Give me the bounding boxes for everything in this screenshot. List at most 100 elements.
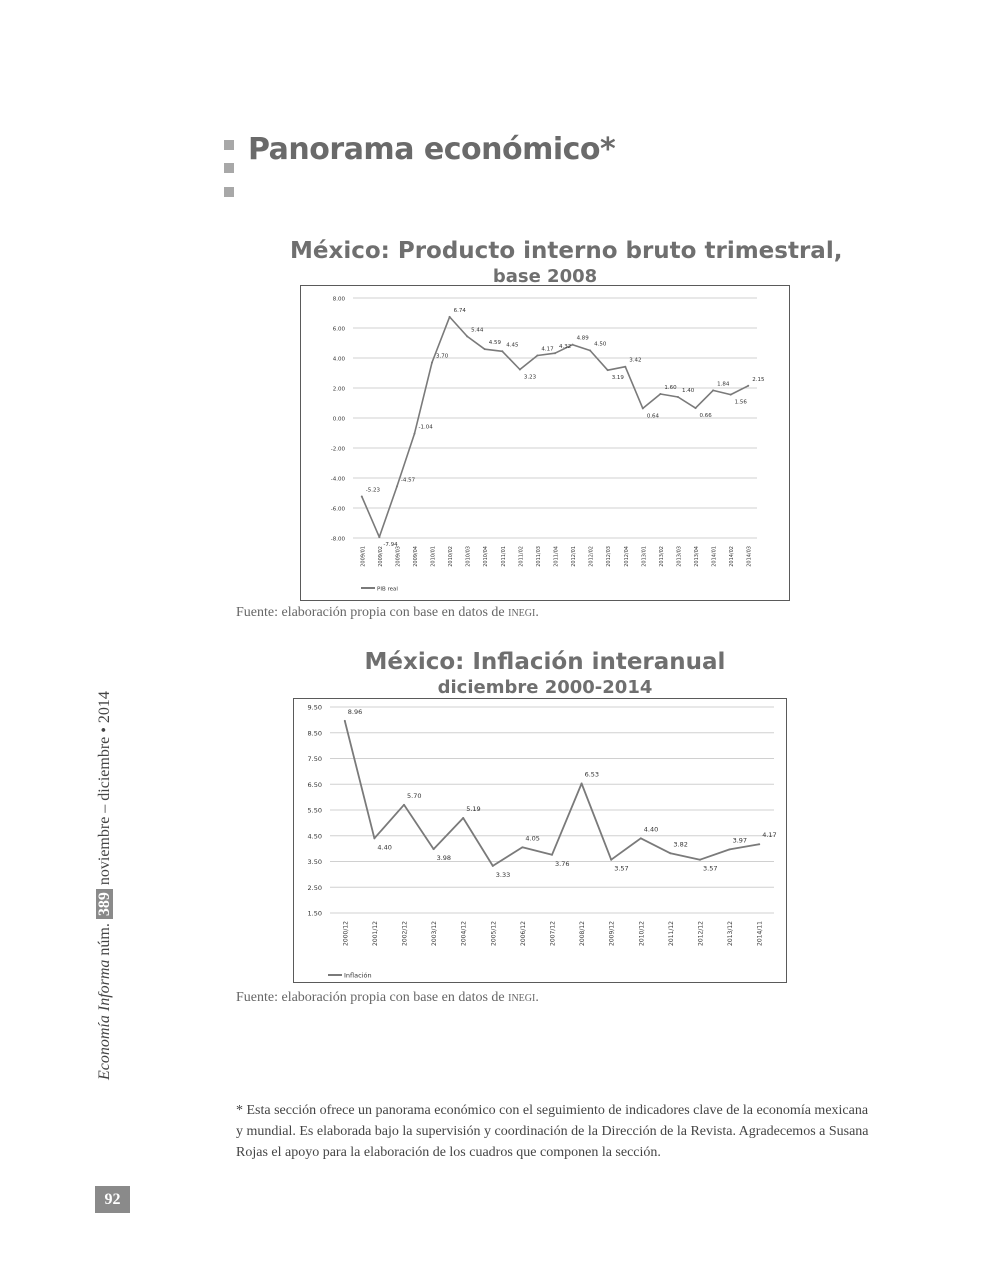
- data-label: 0.66: [700, 413, 713, 419]
- chart-1-frame: 8.00 6.00 4.00 2.00 0.00 -2.00 -4.00 -6.00 -8.00…: [300, 285, 790, 601]
- x-tick-label: 2008/12: [579, 921, 586, 946]
- data-point: [432, 848, 435, 851]
- x-tick-label: 2011/04: [554, 546, 560, 567]
- data-label: 3.82: [673, 840, 687, 848]
- chart-1-source-text: Fuente: elaboración propia con base en d…: [236, 605, 509, 620]
- data-point: [676, 396, 679, 398]
- data-label: 1.60: [664, 385, 677, 391]
- data-point: [462, 816, 465, 819]
- data-point: [360, 495, 363, 498]
- chart-2-source-text: Fuente: elaboración propia con base en d…: [236, 990, 509, 1005]
- x-tick-label: 2011/12: [668, 921, 675, 946]
- issue-prefix: núm.: [96, 923, 113, 956]
- y-tick-label: 5.50: [308, 807, 322, 815]
- data-label: 4.40: [644, 825, 658, 833]
- data-point: [378, 536, 381, 539]
- section-title: Panorama económico*: [248, 132, 616, 167]
- x-tick-label: 2003/12: [431, 921, 438, 946]
- data-label: 3.98: [437, 854, 451, 862]
- y-tick-label: 0.00: [333, 417, 346, 423]
- data-label: 4.05: [525, 834, 539, 842]
- x-tick-label: 2010/12: [638, 921, 645, 946]
- data-label: 4.89: [577, 336, 590, 342]
- x-tick-label: 2000/12: [342, 921, 349, 946]
- y-tick-label: -6.00: [331, 507, 346, 513]
- data-label: 4.32: [559, 344, 571, 350]
- data-point: [536, 354, 539, 357]
- data-label: 6.53: [585, 770, 599, 778]
- data-label: -5.23: [366, 487, 381, 493]
- data-point: [518, 368, 521, 371]
- data-point: [491, 864, 494, 867]
- footnote: * Esta sección ofrece un panorama económ…: [236, 1103, 869, 1160]
- title-square-3: [224, 187, 234, 197]
- data-label: 3.19: [612, 375, 625, 381]
- y-tick-label: 8.00: [333, 297, 346, 303]
- x-tick-label: 2014/02: [729, 546, 735, 567]
- data-point: [431, 361, 434, 364]
- chart-1-source: Fuente: elaboración propia con base en d…: [236, 605, 539, 621]
- x-tick-label: 2002/12: [402, 921, 409, 946]
- x-tick-label: 2005/12: [490, 921, 497, 946]
- data-label: 4.17: [541, 346, 554, 352]
- data-label: -4.57: [401, 478, 416, 484]
- x-tick-label: 2012/04: [624, 546, 630, 567]
- data-point: [610, 858, 613, 861]
- data-point: [571, 343, 574, 346]
- data-label: 4.45: [506, 342, 519, 348]
- data-point: [395, 485, 398, 488]
- chart-1-source-suffix: .: [535, 605, 539, 620]
- y-tick-label: -4.00: [331, 477, 346, 483]
- journal-sidebar: Economía Informa núm. 389 noviembre – di…: [96, 691, 114, 1080]
- x-tick-label: 2012/01: [571, 546, 577, 567]
- data-label: 5.44: [471, 327, 484, 333]
- data-point: [483, 348, 486, 351]
- data-label: 1.40: [682, 388, 695, 394]
- data-point: [448, 315, 451, 318]
- data-point: [466, 335, 469, 338]
- data-point: [639, 837, 642, 840]
- x-tick-label: 2013/03: [676, 546, 682, 567]
- chart-2-subtitle: diciembre 2000-2014: [437, 677, 653, 698]
- data-point: [403, 803, 405, 806]
- y-tick-label: 1.50: [308, 910, 322, 918]
- y-tick-label: 2.00: [333, 387, 346, 393]
- x-tick-label: 2001/12: [372, 921, 379, 946]
- data-label: 3.57: [703, 865, 717, 873]
- y-tick-label: 7.50: [308, 755, 322, 763]
- chart-1-subtitle: base 2008: [492, 266, 598, 287]
- chart-2-frame: 9.50 8.50 7.50 6.50 5.50 4.50 3.50 2.50 1.50 2000…: [293, 698, 787, 983]
- y-tick-label: 3.50: [308, 858, 322, 866]
- x-tick-label: 2013/12: [727, 921, 734, 946]
- x-tick-label: 2010/01: [431, 546, 437, 567]
- x-tick-label: 2009/04: [413, 546, 419, 567]
- x-tick-label: 2014/01: [712, 546, 718, 567]
- x-tick-label: 2009/12: [609, 921, 616, 946]
- chart-2-source-org: inegi: [508, 990, 536, 1005]
- data-label: 4.17: [762, 831, 776, 839]
- data-label: 1.84: [717, 381, 730, 387]
- chart-1-title: México: Producto interno bruto trimestra…: [290, 238, 843, 264]
- y-tick-label: 2.50: [308, 884, 322, 892]
- data-point: [712, 389, 715, 392]
- x-tick-label: 2009/01: [360, 546, 366, 567]
- data-point: [641, 407, 644, 410]
- data-label: 6.74: [454, 308, 467, 314]
- x-tick-label: 2012/12: [698, 921, 705, 946]
- data-label: 1.56: [735, 400, 748, 406]
- data-label: 0.64: [647, 413, 660, 419]
- chart-1-plot: 8.00 6.00 4.00 2.00 0.00 -2.00 -4.00 -6.00 -8.00…: [331, 297, 765, 593]
- data-point: [343, 719, 346, 722]
- y-tick-label: 4.00: [333, 357, 346, 363]
- data-point: [729, 393, 732, 396]
- data-label: 3.42: [629, 358, 641, 364]
- title-square-2: [224, 163, 234, 173]
- data-label: 4.40: [377, 843, 391, 851]
- data-point: [373, 837, 376, 840]
- y-tick-label: 8.50: [308, 729, 322, 737]
- data-label: 3.97: [733, 836, 747, 844]
- x-tick-label: 2013/04: [694, 546, 700, 567]
- chart-2-plot: 9.50 8.50 7.50 6.50 5.50 4.50 3.50 2.50 1.50 2000…: [308, 704, 777, 980]
- y-tick-label: 4.50: [308, 832, 322, 840]
- legend-label: PIB real: [377, 587, 398, 593]
